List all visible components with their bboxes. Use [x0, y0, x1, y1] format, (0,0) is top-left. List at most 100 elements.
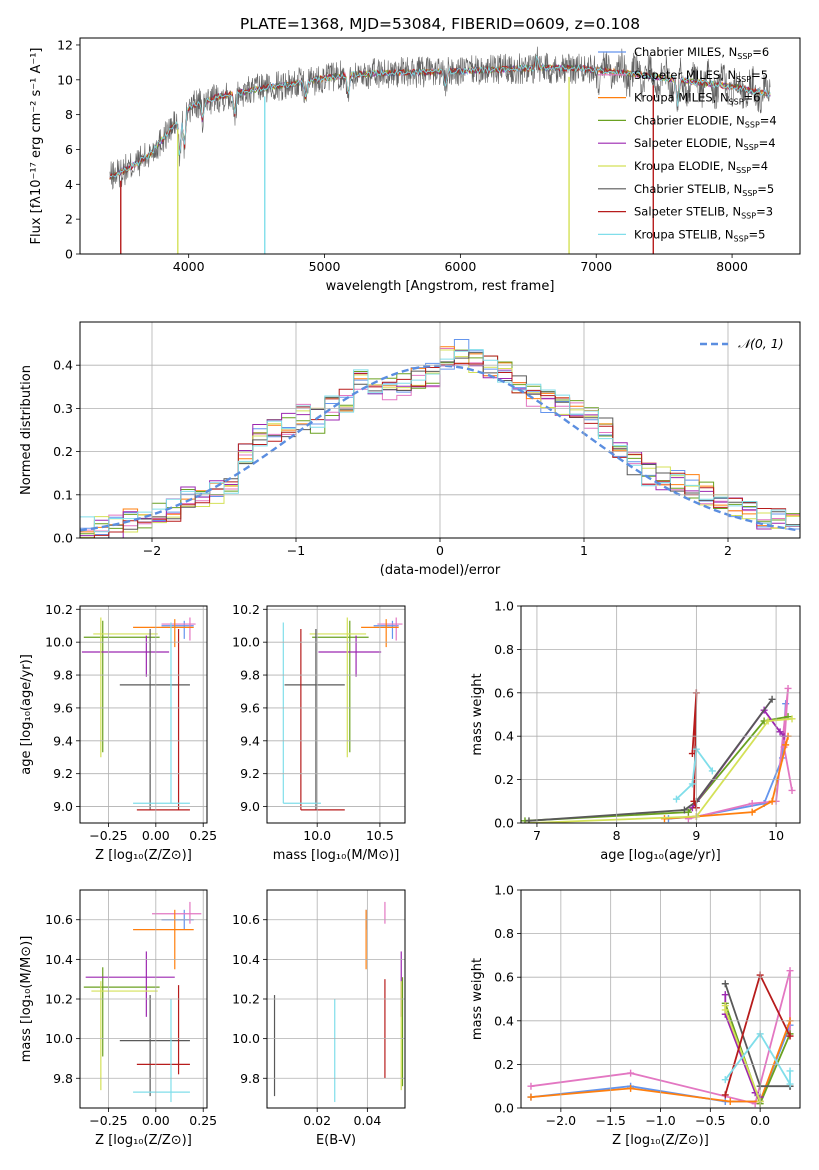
- series-line-kroupa_stelib: [724, 1032, 791, 1088]
- series-marker-kroupa_elodie: [764, 717, 772, 725]
- x-tick-label: 9: [692, 828, 700, 843]
- legend-label-salpeter_elodie: Salpeter ELODIE, NSSP=4: [634, 136, 776, 152]
- spectrum-line-chabrier_stelib: [109, 46, 771, 190]
- series-marker-kroupa_miles: [768, 797, 776, 805]
- series-marker-salpeter_stelib: [688, 750, 696, 758]
- y-tick-label: 9.0: [53, 799, 73, 814]
- y-tick-label: 10.0: [45, 1031, 73, 1046]
- y-tick-label: 9.4: [53, 733, 73, 748]
- series-line-salpeter_miles: [688, 688, 793, 820]
- axes-frame: [79, 37, 801, 255]
- series-marker-chabrier_elodie: [684, 808, 692, 816]
- panel-age_vs_Z: −0.25 0.00 0.25 9.0 9.2 9.4 9.6 9.8 10.0 10.2 Z [l…: [19, 602, 217, 863]
- axes-frame: [520, 605, 801, 824]
- series-marker-kroupa_stelib: [786, 1080, 794, 1088]
- x-tick-label: −1.0: [645, 1113, 675, 1128]
- x-tick-label: 4000: [173, 259, 205, 274]
- series-marker-kroupa_miles: [782, 741, 790, 749]
- series-marker-salpeter_miles: [786, 967, 794, 975]
- legend-label-normal: 𝒩(0, 1): [738, 336, 784, 351]
- y-tick-label: 8: [65, 107, 73, 122]
- x-tick-label: 10.5: [366, 828, 394, 843]
- y-tick-label: 4: [65, 177, 73, 192]
- plot-area: [282, 617, 403, 811]
- series-marker-kroupa_miles: [527, 1093, 535, 1101]
- y-tick-label: 10.0: [232, 635, 260, 650]
- axes-frame: [266, 889, 406, 1109]
- x-tick-label: −0.25: [89, 828, 127, 843]
- panel-age_vs_mass: 10.0 10.5 9.0 9.2 9.4 9.6 9.8 10.0 10.2 mass [log…: [232, 602, 406, 863]
- series-line-kroupa_stelib: [675, 746, 714, 800]
- x-tick-label: −1: [287, 543, 305, 558]
- y-tick-label: 0.2: [494, 772, 514, 787]
- x-axis-label: age [log₁₀(age/yr)]: [600, 848, 721, 863]
- y-tick-label: 0.6: [494, 685, 514, 700]
- y-tick-label: 2: [65, 212, 73, 227]
- spectrum-line-kroupa_elodie: [109, 55, 771, 180]
- series-marker-kroupa_miles: [726, 1097, 734, 1105]
- y-tick-label: 1.0: [494, 599, 514, 614]
- y-axis-label: Normed distribution: [19, 365, 34, 495]
- x-tick-label: 0.00: [142, 828, 170, 843]
- x-tick-label: 0.25: [189, 1113, 217, 1128]
- series-marker-salpeter_stelib: [721, 1091, 729, 1099]
- legend-label-salpeter_stelib: Salpeter STELIB, NSSP=3: [634, 205, 773, 221]
- y-tick-label: 9.8: [53, 668, 73, 683]
- series-marker-kroupa_stelib: [688, 780, 696, 788]
- spectrum-legend: Chabrier MILES, NSSP=6 Salpeter MILES, NS…: [598, 45, 777, 243]
- series-marker-salpeter_elodie: [776, 728, 784, 736]
- axes-frame: [79, 321, 801, 539]
- x-tick-label: 0.25: [189, 828, 217, 843]
- x-axis-label: wavelength [Angstrom, rest frame]: [326, 279, 555, 294]
- series-marker-chabrier_stelib: [768, 695, 776, 703]
- x-axis-label: mass [log₁₀(M/M⊙)]: [273, 848, 400, 863]
- y-tick-label: 10.2: [232, 992, 260, 1007]
- x-tick-label: −2: [143, 543, 161, 558]
- y-tick-label: 10.2: [232, 602, 260, 617]
- y-tick-label: 10.2: [45, 602, 73, 617]
- x-axis-label: Z [log₁₀(Z/Z⊙)]: [612, 1133, 709, 1148]
- x-tick-label: 10.0: [303, 828, 331, 843]
- axes-frame: [266, 605, 406, 824]
- series-marker-kroupa_elodie: [788, 715, 796, 723]
- y-tick-label: 0.4: [494, 1013, 514, 1028]
- y-tick-label: 10: [57, 72, 73, 87]
- x-tick-label: 0.04: [353, 1113, 381, 1128]
- series-marker-chabrier_stelib: [525, 817, 533, 823]
- y-tick-label: 10.2: [45, 992, 73, 1007]
- panel-weight_vs_Z: −2.0 −1.5 −1.0 −0.5 0.0 0.0 0.2 0.4 0.6 0.8 1.0 Z […: [470, 883, 801, 1148]
- y-tick-label: 9.6: [240, 700, 260, 715]
- y-tick-label: 0.4: [53, 358, 73, 373]
- series-marker-kroupa_stelib: [721, 1076, 729, 1084]
- x-tick-label: −1.5: [595, 1113, 625, 1128]
- series-marker-chabrier_stelib: [680, 806, 688, 814]
- y-tick-label: 10.4: [45, 952, 73, 967]
- x-axis-label: E(B-V): [316, 1133, 356, 1148]
- series-line-kroupa_elodie: [528, 717, 793, 823]
- series-line-salpeter_stelib: [691, 692, 698, 809]
- y-tick-label: 0.3: [53, 401, 73, 416]
- panel-mass_vs_Z: −0.25 0.00 0.25 9.8 10.0 10.2 10.4 10.6 Z [log₁₀…: [19, 889, 217, 1148]
- y-tick-label: 9.6: [53, 700, 73, 715]
- legend-label-kroupa_miles: Kroupa MILES, NSSP=6: [634, 91, 760, 107]
- legend-label-kroupa_elodie: Kroupa ELODIE, NSSP=4: [634, 159, 768, 175]
- x-tick-label: 1: [580, 543, 588, 558]
- y-axis-label: mass [log₁₀(M/M⊙)]: [19, 936, 34, 1063]
- legend-label-salpeter_miles: Salpeter MILES, NSSP=5: [634, 68, 768, 84]
- legend-label-chabrier_miles: Chabrier MILES, NSSP=6: [634, 45, 769, 61]
- x-tick-label: 0.02: [303, 1113, 331, 1128]
- series-marker-kroupa_stelib: [708, 767, 716, 775]
- panel-spectrum: 4000 5000 6000 7000 8000 0 2 4 6 8 10 12 Chabrier MI…: [29, 37, 801, 294]
- plot-area: [81, 617, 196, 811]
- x-tick-label: 5000: [309, 259, 341, 274]
- x-tick-label: 0.0: [750, 1113, 770, 1128]
- y-tick-label: 0.2: [53, 444, 73, 459]
- y-tick-label: 10.6: [232, 912, 260, 927]
- series-marker-kroupa_miles: [627, 1084, 635, 1092]
- y-tick-label: 6: [65, 142, 73, 157]
- y-tick-label: 0.0: [494, 1101, 514, 1116]
- series-marker-salpeter_miles: [627, 1069, 635, 1077]
- y-tick-label: 0.8: [494, 642, 514, 657]
